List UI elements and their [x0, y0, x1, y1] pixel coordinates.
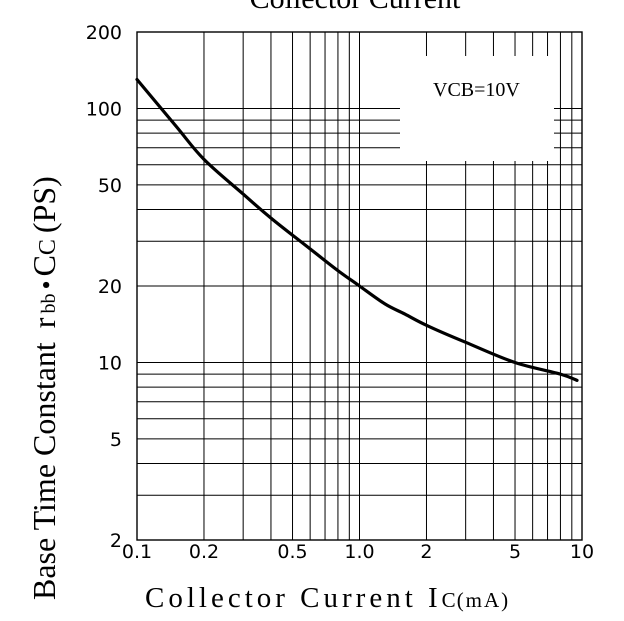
- annotation-vcb: VCB=10V: [433, 79, 520, 101]
- x-axis-label-unit: (mA): [457, 588, 511, 612]
- x-tick-label: 5: [509, 541, 521, 563]
- y-axis-label: Base Time Constant r bb • CC (PS): [26, 176, 62, 600]
- series-line: [135, 77, 579, 382]
- x-tick-label: 1.0: [344, 541, 374, 563]
- x-tick-label: 0.1: [122, 541, 152, 563]
- y-axis-label-csub: C: [35, 239, 61, 255]
- x-axis-label-main: Collector Current I: [145, 582, 442, 614]
- y-tick-label: 50: [98, 175, 122, 197]
- y-tick-label: 100: [86, 98, 122, 120]
- y-tick-label: 2: [110, 530, 122, 552]
- plot-frame: [136, 31, 583, 541]
- y-tick-label: 5: [110, 429, 122, 451]
- series-layer: [135, 77, 579, 382]
- y-tick-label: 20: [98, 276, 122, 298]
- y-axis-label-dot: •: [32, 280, 61, 289]
- y-axis-label-main: Base Time Constant: [26, 342, 62, 600]
- y-axis-label-c: C: [26, 255, 62, 276]
- annotation-box: [400, 56, 554, 161]
- chart-title: Collector Current: [250, 0, 461, 15]
- y-axis-label-unit: (PS): [26, 176, 62, 233]
- x-tick-label: 10: [570, 541, 594, 563]
- tick-labels: 0.1 0.2 0.5 1.0 2 5 10 2 5 10 20 50 100 200: [86, 22, 594, 563]
- x-axis-label: Collector Current IC(mA): [145, 582, 510, 614]
- x-tick-label: 0.5: [277, 541, 307, 563]
- x-tick-label: 0.2: [189, 541, 219, 563]
- x-axis-label-sub: C: [442, 588, 457, 612]
- y-axis-label-bb: bb: [38, 294, 60, 314]
- y-tick-label: 10: [98, 352, 122, 374]
- y-axis-label-r: r: [26, 317, 62, 328]
- x-tick-label: 2: [420, 541, 432, 563]
- y-tick-label: 200: [86, 22, 122, 44]
